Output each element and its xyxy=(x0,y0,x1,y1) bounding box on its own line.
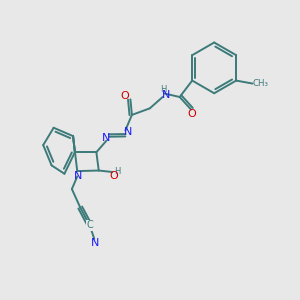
Text: N: N xyxy=(91,238,100,248)
Text: O: O xyxy=(188,109,197,119)
Text: O: O xyxy=(121,91,129,100)
Text: N: N xyxy=(102,133,111,143)
Text: N: N xyxy=(162,90,170,100)
Text: CH₃: CH₃ xyxy=(253,79,269,88)
Text: N: N xyxy=(74,171,83,181)
Text: H: H xyxy=(114,167,121,176)
Text: N: N xyxy=(124,127,132,137)
Text: C: C xyxy=(86,220,93,230)
Text: H: H xyxy=(160,85,166,94)
Text: O: O xyxy=(110,171,118,181)
